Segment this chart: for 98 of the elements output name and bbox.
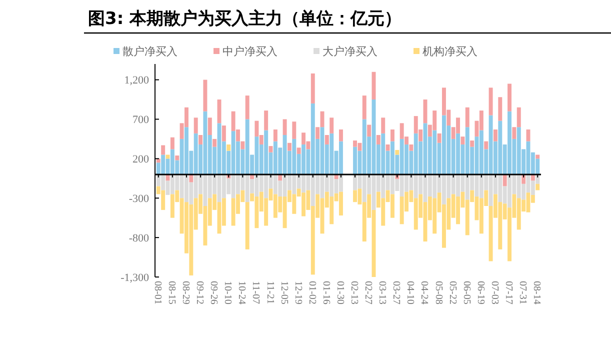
x-tick-label: 02-13 (348, 281, 360, 304)
bar (273, 129, 278, 142)
x-tick-label: 03-13 (376, 281, 388, 304)
bar (470, 140, 474, 147)
bar (240, 141, 245, 150)
x-tick-label: 08-29 (180, 281, 191, 304)
bar (353, 190, 358, 202)
bar (292, 122, 296, 139)
bar (338, 141, 343, 174)
bar (353, 174, 358, 190)
bar (245, 96, 250, 120)
chart-title: 图3: 本期散户为买入主力（单位：亿元） (88, 9, 402, 29)
x-tick-label: 10-24 (236, 281, 248, 304)
bar (353, 146, 358, 174)
x-tick-label: 02-27 (362, 281, 374, 304)
bar (409, 144, 414, 151)
bar (508, 84, 512, 112)
legend-label: 散户净买入 (122, 45, 178, 58)
bar (310, 73, 315, 104)
bar (161, 145, 166, 155)
bar (330, 118, 334, 134)
bar (194, 118, 198, 134)
bar (264, 110, 268, 130)
bar (278, 174, 282, 181)
x-tick-label: 10-10 (222, 281, 234, 304)
legend-label: 机构净买入 (422, 45, 478, 58)
y-tick-label: -300 (128, 192, 150, 205)
bar (222, 126, 226, 142)
bar (208, 118, 212, 135)
bar (316, 127, 320, 139)
bar (353, 140, 358, 147)
bar (390, 129, 394, 142)
bar (381, 118, 386, 134)
bar (530, 174, 535, 181)
bar (512, 127, 516, 139)
x-tick-label: 11-07 (250, 281, 262, 304)
x-tick-label: 12-19 (292, 281, 304, 304)
bar (390, 194, 394, 218)
legend-label: 中户净买入 (222, 45, 278, 58)
bar (367, 124, 372, 137)
x-tick-label: 01-16 (320, 281, 332, 304)
bar (189, 174, 194, 182)
x-tick-label: 07-31 (517, 281, 528, 304)
bar (296, 148, 301, 154)
bar (536, 184, 540, 190)
x-tick-label: 04-24 (418, 281, 430, 304)
bar (338, 192, 343, 216)
x-tick-label: 06-19 (474, 281, 486, 304)
bar (465, 107, 470, 128)
bar (338, 129, 343, 142)
bar (245, 202, 250, 250)
x-tick-label: 01-30 (334, 281, 346, 304)
bar (268, 146, 273, 152)
x-tick-label: 12-05 (278, 281, 290, 304)
bar (493, 129, 498, 142)
x-tick-label: 06-05 (460, 281, 472, 304)
bar (498, 97, 502, 121)
y-tick-label: 1,200 (124, 74, 150, 87)
x-tick-label: 08-14 (531, 281, 542, 304)
x-tick-label: 08-15 (166, 281, 177, 304)
x-tick-label: 11-21 (264, 281, 276, 304)
bar (170, 137, 174, 150)
bar (156, 158, 160, 163)
bar (460, 136, 465, 144)
x-tick-label: 09-26 (208, 281, 220, 304)
bar (516, 107, 521, 128)
y-tick-label: 200 (132, 154, 150, 166)
bar (502, 174, 507, 186)
bar (198, 135, 203, 144)
y-tick-label: -1,300 (120, 272, 150, 284)
x-tick-label: 07-17 (503, 281, 514, 304)
bar (226, 144, 231, 151)
x-tick-label: 03-27 (390, 281, 402, 304)
bar (282, 119, 287, 135)
x-tick-label: 05-08 (432, 281, 444, 304)
bar (437, 133, 442, 143)
x-tick-label: 07-03 (488, 281, 500, 304)
bar (212, 138, 217, 147)
x-tick-label: 08-01 (152, 281, 163, 304)
bar (203, 80, 208, 112)
x-tick-label: 04-10 (404, 281, 416, 304)
x-tick-label: 05-22 (446, 281, 458, 304)
bar (488, 88, 493, 116)
y-tick-label: 700 (132, 114, 150, 126)
bar (395, 150, 400, 155)
x-tick-label: 01-02 (306, 281, 318, 304)
bar (386, 144, 390, 151)
bar (362, 96, 366, 120)
y-tick-label: -800 (128, 232, 150, 244)
bar (287, 142, 292, 151)
x-tick-label: 09-12 (194, 281, 206, 304)
bar (484, 141, 488, 150)
bar (536, 154, 540, 159)
bar (324, 135, 329, 144)
bar (338, 174, 343, 192)
bar (376, 135, 380, 144)
legend-label: 大户净买入 (322, 45, 378, 58)
bar (175, 156, 180, 160)
